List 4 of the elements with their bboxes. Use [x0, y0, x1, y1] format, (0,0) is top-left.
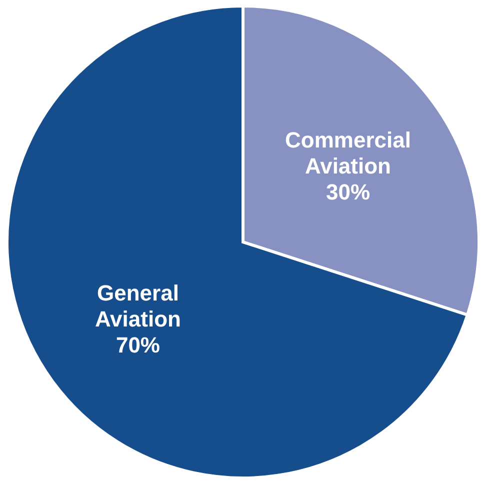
- data-label: 70%: [116, 332, 160, 357]
- slice-label: Commercial Aviation: [285, 127, 411, 178]
- slice-label: General Aviation: [94, 280, 181, 331]
- data-label: 30%: [326, 179, 370, 204]
